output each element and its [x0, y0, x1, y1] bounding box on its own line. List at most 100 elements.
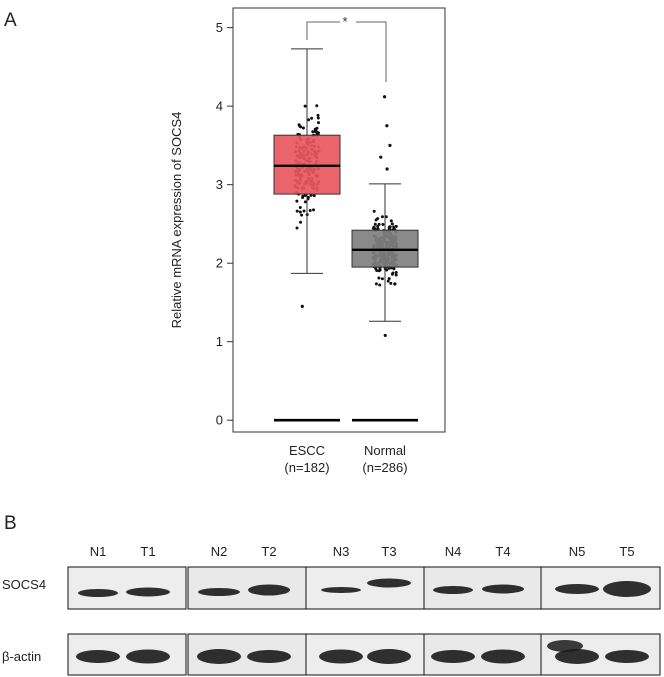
jitter-point	[378, 268, 382, 272]
outlier-point	[383, 333, 387, 338]
jitter-point	[315, 104, 319, 108]
lane-labels: N1 T1 N2 T2 N3 T3 N4 T4 N5 T5	[90, 544, 635, 559]
category-label-escc: ESCC	[289, 443, 325, 458]
y-axis-title: Relative mRNA expression of SOCS4	[169, 112, 184, 329]
box-plot: 0 1 2 3 4 5 Relative mRNA expression of SOCS4…	[169, 7, 446, 475]
jitter-point	[303, 200, 307, 204]
jitter-point	[387, 277, 391, 281]
outlier-point	[385, 167, 389, 171]
lane-label-t2: T2	[261, 544, 276, 559]
beta-actin-band	[367, 649, 411, 664]
outlier-point	[382, 95, 387, 99]
jitter-point	[386, 279, 390, 283]
jitter-point	[298, 206, 302, 209]
socs4-band	[367, 578, 411, 588]
jitter-point	[303, 194, 307, 197]
lane-label-n3: N3	[333, 544, 350, 559]
beta-actin-band	[197, 649, 241, 664]
socs4-band	[603, 581, 651, 597]
row-label-socs4: SOCS4	[2, 577, 46, 592]
jitter-point	[385, 268, 389, 272]
panel-a-letter: A	[4, 10, 17, 31]
x-categories: ESCC (n=182) Normal (n=286)	[284, 443, 407, 475]
y-axis: 0 1 2 3 4 5 Relative mRNA expression of SOCS4	[169, 20, 233, 428]
y-tick-label: 0	[216, 413, 223, 428]
jitter-point	[317, 121, 320, 125]
significance-label: *	[342, 14, 347, 29]
jitter-point	[312, 208, 315, 212]
jitter-points	[293, 95, 399, 338]
socs4-band	[248, 584, 290, 596]
jitter-point	[394, 224, 398, 228]
lane-label-t1: T1	[140, 544, 155, 559]
socs4-band	[78, 589, 118, 597]
jitter-point	[295, 209, 299, 213]
jitter-point	[309, 193, 313, 197]
category-n-escc: (n=182)	[284, 460, 329, 475]
beta-actin-band	[247, 650, 291, 663]
beta-actin-band	[431, 650, 475, 663]
jitter-point	[300, 213, 304, 217]
plot-frame	[232, 7, 446, 433]
beta-actin-band	[319, 649, 363, 664]
socs4-band	[198, 588, 240, 596]
category-label-normal: Normal	[364, 443, 406, 458]
jitter-point	[315, 131, 319, 135]
y-tick-label: 1	[216, 334, 223, 349]
jitter-point	[315, 126, 319, 130]
y-ticks: 0 1 2 3 4 5	[216, 20, 233, 428]
jitter-point	[380, 215, 384, 219]
jitter-point	[301, 126, 305, 130]
jitter-point	[299, 125, 303, 129]
jitter-point	[372, 209, 376, 213]
category-n-normal: (n=286)	[362, 460, 407, 475]
beta-actin-band	[126, 649, 170, 664]
outlier-point	[379, 155, 383, 159]
jitter-point	[390, 222, 394, 226]
outlier-point	[388, 143, 392, 148]
jitter-point	[393, 282, 397, 286]
jitter-point	[297, 123, 301, 127]
jitter-point	[394, 271, 398, 274]
jitter-point	[389, 281, 393, 285]
jitter-point	[389, 219, 393, 223]
lane-label-t5: T5	[619, 544, 634, 559]
jitter-point	[298, 210, 302, 214]
jitter-point	[316, 116, 320, 120]
beta-actin-band	[76, 650, 120, 663]
socs4-band	[555, 584, 599, 594]
jitter-point	[374, 282, 378, 286]
blot-actin	[67, 633, 661, 676]
beta-actin-band	[547, 640, 583, 652]
y-tick-label: 3	[216, 177, 223, 192]
lane-label-t4: T4	[495, 544, 510, 559]
beta-actin-band	[605, 650, 649, 663]
beta-actin-band	[555, 649, 599, 664]
jitter-point	[312, 194, 316, 198]
socs4-band	[482, 584, 524, 594]
lane-label-n2: N2	[211, 544, 228, 559]
y-tick-label: 5	[216, 20, 223, 35]
jitter-point	[303, 104, 307, 108]
socs4-blot-segment	[67, 566, 187, 610]
boxes	[273, 48, 419, 322]
jitter-point	[308, 209, 312, 212]
jitter-point	[374, 218, 378, 222]
jitter-point	[301, 196, 305, 199]
lane-label-n4: N4	[445, 544, 462, 559]
row-label-beta-actin: β-actin	[2, 649, 41, 664]
jitter-point	[316, 113, 320, 117]
outlier-point	[300, 304, 304, 308]
jitter-point	[299, 220, 303, 224]
jitter-point	[376, 225, 380, 228]
lane-label-t3: T3	[381, 544, 396, 559]
outlier-point	[385, 124, 389, 128]
jitter-point	[372, 225, 376, 229]
jitter-point	[373, 222, 377, 226]
bracket-line	[306, 21, 387, 82]
jitter-point	[307, 118, 311, 122]
jitter-point	[295, 199, 299, 203]
jitter-point	[377, 276, 381, 280]
jitter-point	[378, 283, 382, 287]
